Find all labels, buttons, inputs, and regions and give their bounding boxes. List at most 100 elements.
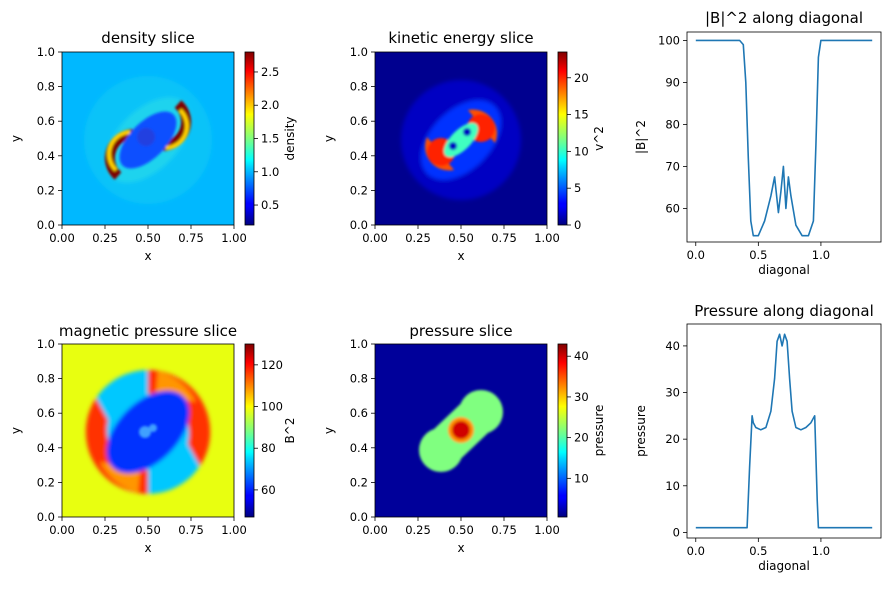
magpressure-cbar-tick-label: 60 (261, 483, 276, 497)
kinetic-xtick-label: 0.50 (448, 231, 474, 245)
pdiag-xtick-label: 0.0 (687, 544, 705, 558)
density-ytick-label: 0.2 (37, 183, 55, 197)
kinetic-cbar-tick-label: 5 (574, 181, 581, 195)
magpressure-colorbar (244, 343, 255, 518)
pressure-xtick-label: 0.25 (405, 523, 431, 537)
kinetic-ytick-label: 0.2 (350, 183, 368, 197)
kinetic-cbar-tick-label: 20 (574, 71, 589, 85)
kinetic-xtick-label: 0.75 (491, 231, 517, 245)
kinetic-ytick-label: 0.6 (350, 114, 368, 128)
density-ytick-label: 0.4 (37, 149, 55, 163)
b2diag-ytick-label: 70 (665, 159, 680, 173)
pressure-xtick-label: 0.75 (491, 523, 517, 537)
magpressure-ylabel: y (9, 427, 23, 434)
density-xtick-label: 0.50 (135, 231, 161, 245)
b2diag-xtick-label: 0.0 (687, 248, 705, 262)
magpressure-title: magnetic pressure slice (59, 322, 237, 340)
pressure-cbar-tick-label: 40 (574, 349, 589, 363)
magpressure-panel: magnetic pressure slice (59, 322, 255, 518)
pdiag-title: Pressure along diagonal (694, 302, 874, 320)
pressure-ytick-label: 0.8 (350, 372, 368, 386)
pdiag-ytick-label: 10 (665, 479, 680, 493)
magpressure-ytick-label: 0.0 (37, 510, 55, 524)
magpressure-heatmap (62, 344, 234, 517)
pressure-cbar-tick-label: 30 (574, 390, 589, 404)
density-xlabel: x (144, 249, 151, 263)
pressure-heatmap (375, 344, 547, 517)
magpressure-ytick-label: 0.6 (37, 406, 55, 420)
density-cbar-tick-label: 1.0 (261, 165, 279, 179)
density-heatmap (62, 52, 234, 225)
kinetic-ytick-label: 0.0 (350, 218, 368, 232)
magpressure-xtick-label: 0.75 (178, 523, 204, 537)
pressure-ytick-label: 1.0 (350, 337, 368, 351)
magpressure-cbar-tick-label: 120 (261, 358, 283, 372)
pressure-cbar-tick-label: 10 (574, 471, 589, 485)
density-ytick-label: 0.8 (37, 80, 55, 94)
magpressure-cbar-label: B^2 (283, 418, 297, 444)
density-cbar-tick-label: 2.0 (261, 98, 279, 112)
kinetic-ytick-label: 0.4 (350, 149, 368, 163)
kinetic-cbar-tick-label: 15 (574, 108, 589, 122)
density-title: density slice (101, 29, 194, 47)
magpressure-ytick-label: 0.8 (37, 372, 55, 386)
pdiag-ytick-label: 40 (665, 339, 680, 353)
density-cbar-tick-label: 1.5 (261, 132, 279, 146)
magpressure-xtick-label: 0.25 (92, 523, 118, 537)
pressure-ytick-label: 0.4 (350, 441, 368, 455)
pdiag-ytick-label: 20 (665, 432, 680, 446)
magpressure-cbar-tick-label: 100 (261, 400, 283, 414)
pressure-ylabel: y (322, 427, 336, 434)
pressure-cbar-label: pressure (592, 405, 606, 457)
b2diag-xtick-label: 0.5 (749, 248, 767, 262)
kinetic-colorbar (557, 51, 568, 226)
density-ytick-label: 1.0 (37, 45, 55, 59)
pdiag-xtick-label: 1.0 (812, 544, 830, 558)
b2diag-series-line (695, 39, 873, 237)
density-xtick-label: 0.25 (92, 231, 118, 245)
kinetic-xtick-label: 0.00 (362, 231, 388, 245)
pressure-panel: pressure slice (374, 322, 568, 518)
kinetic-ytick-label: 0.8 (350, 80, 368, 94)
density-xtick-label: 0.75 (178, 231, 204, 245)
b2diag-panel: |B|^2 along diagonal (686, 9, 882, 243)
magpressure-xtick-label: 0.50 (135, 523, 161, 537)
kinetic-cbar-label: v^2 (592, 126, 606, 151)
kinetic-xtick-label: 1.00 (534, 231, 560, 245)
b2diag-ytick-label: 90 (665, 75, 680, 89)
pdiag-panel: Pressure along diagonal (686, 302, 882, 539)
b2diag-ylabel: |B|^2 (634, 120, 648, 154)
pressure-xtick-label: 0.00 (362, 523, 388, 537)
magpressure-ytick-label: 0.2 (37, 475, 55, 489)
pressure-ytick-label: 0.2 (350, 475, 368, 489)
density-colorbar (244, 51, 255, 226)
kinetic-panel: kinetic energy slice (374, 29, 568, 226)
density-cbar-tick-label: 2.5 (261, 65, 279, 79)
kinetic-xlabel: x (457, 249, 464, 263)
magpressure-cbar-tick-label: 80 (261, 441, 276, 455)
pressure-title: pressure slice (409, 322, 512, 340)
pdiag-series-line (695, 333, 873, 529)
density-ylabel: y (9, 135, 23, 142)
b2diag-ytick-label: 80 (665, 117, 680, 131)
density-xtick-label: 0.00 (49, 231, 75, 245)
magpressure-ytick-label: 1.0 (37, 337, 55, 351)
magpressure-xlabel: x (144, 541, 151, 555)
pressure-xlabel: x (457, 541, 464, 555)
b2diag-xlabel: diagonal (758, 263, 810, 277)
density-ytick-label: 0.0 (37, 218, 55, 232)
generated-marks: 0.00 0.25 0.50 0.75 1.000.00.20.40.60.81.0xy… (9, 33, 873, 573)
pressure-ytick-label: 0.0 (350, 510, 368, 524)
density-ytick-label: 0.6 (37, 114, 55, 128)
pdiag-xlabel: diagonal (758, 559, 810, 573)
pressure-cbar-tick-label: 20 (574, 431, 589, 445)
density-cbar-label: density (283, 117, 297, 161)
kinetic-title: kinetic energy slice (388, 29, 533, 47)
kinetic-cbar-tick-label: 0 (574, 218, 581, 232)
kinetic-cbar-tick-label: 10 (574, 144, 589, 158)
pdiag-ylabel: pressure (634, 405, 648, 457)
kinetic-xtick-label: 0.25 (405, 231, 431, 245)
pressure-ytick-label: 0.6 (350, 406, 368, 420)
density-xtick-label: 1.00 (221, 231, 247, 245)
density-panel: density slice (61, 29, 255, 226)
